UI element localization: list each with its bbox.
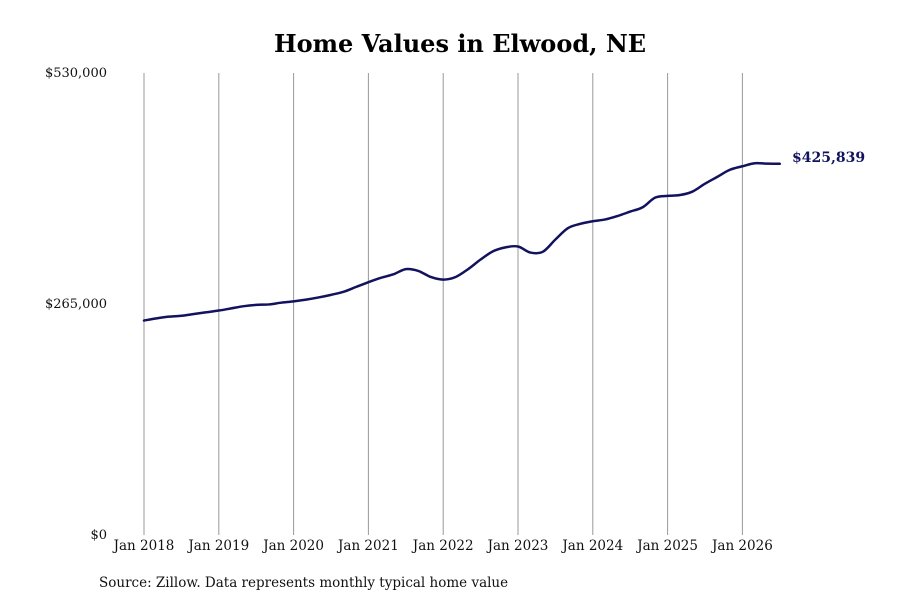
x-tick-label: Jan 2019	[186, 538, 249, 554]
y-axis-ticks: $0 $265,000 $530,000	[45, 66, 107, 543]
end-value-label: $425,839	[792, 150, 865, 166]
x-tick-label: Jan 2022	[411, 538, 474, 554]
y-tick-label: $265,000	[45, 297, 107, 312]
x-axis-ticks: Jan 2018 Jan 2019 Jan 2020 Jan 2021 Jan 2022…	[112, 538, 773, 554]
x-tick-label: Jan 2026	[710, 538, 773, 554]
chart-title: Home Values in Elwood, NE	[274, 29, 646, 58]
gridlines	[143, 73, 743, 535]
y-tick-label: $530,000	[45, 66, 107, 81]
x-tick-label: Jan 2024	[560, 538, 623, 554]
x-tick-label: Jan 2023	[486, 538, 549, 554]
series-line	[142, 161, 782, 322]
x-tick-label: Jan 2025	[635, 538, 698, 554]
x-tick-label: Jan 2020	[261, 538, 324, 554]
x-tick-label: Jan 2021	[336, 538, 399, 554]
x-tick-label: Jan 2018	[112, 538, 175, 554]
y-tick-label: $0	[90, 528, 107, 543]
source-note: Source: Zillow. Data represents monthly …	[99, 575, 508, 591]
